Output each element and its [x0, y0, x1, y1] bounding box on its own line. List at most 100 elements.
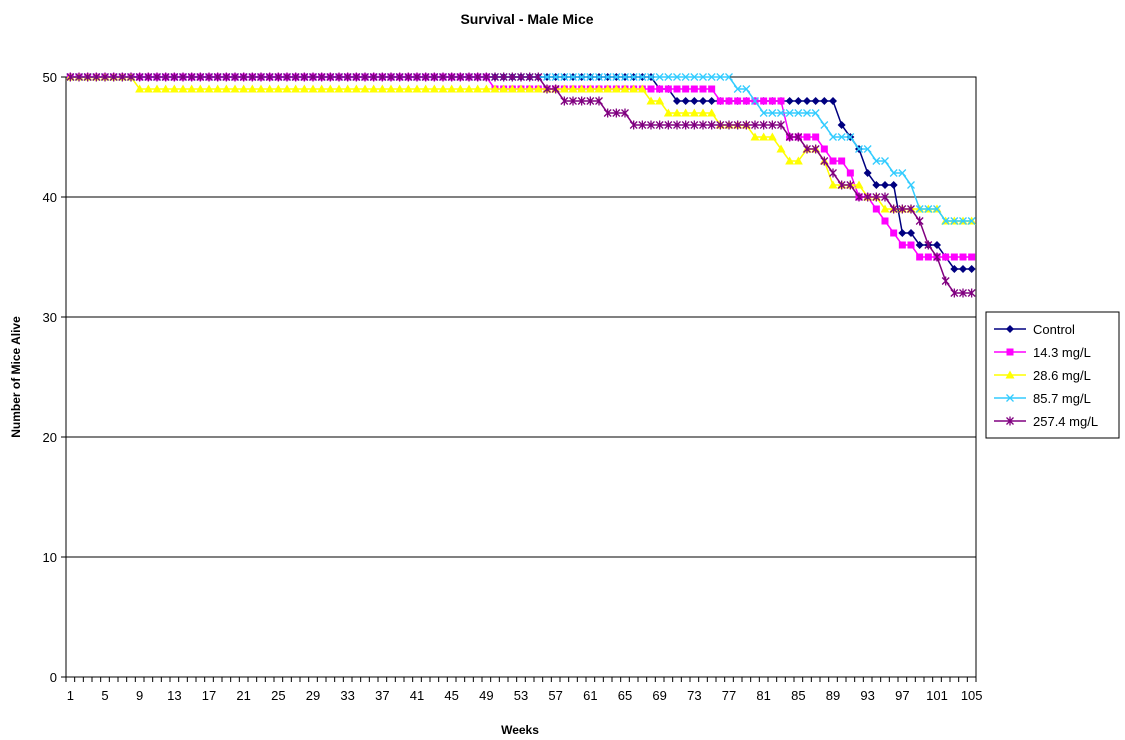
data-point [733, 120, 742, 130]
data-point [118, 72, 127, 82]
data-point [656, 85, 664, 93]
data-point [438, 84, 448, 93]
data-point [959, 253, 967, 261]
data-point [915, 241, 924, 249]
data-point [213, 84, 223, 93]
data-point [473, 72, 482, 82]
data-point [750, 132, 760, 141]
data-point [169, 84, 179, 93]
data-point [881, 157, 889, 165]
data-point [829, 168, 837, 178]
data-point [222, 72, 231, 82]
data-point [690, 73, 699, 81]
data-point [629, 120, 638, 130]
data-point [898, 204, 907, 214]
x-tick-label: 17 [202, 688, 216, 703]
data-point [551, 84, 560, 94]
data-point [127, 72, 135, 82]
data-point [464, 84, 474, 93]
data-point [638, 120, 647, 130]
data-point [751, 97, 759, 105]
data-point [343, 72, 352, 82]
data-point [673, 85, 681, 93]
x-tick-label: 85 [791, 688, 805, 703]
data-point [707, 108, 717, 117]
data-point [820, 97, 829, 105]
data-point [334, 84, 344, 93]
data-point [768, 109, 777, 117]
data-point [681, 73, 690, 81]
data-point [551, 73, 560, 81]
data-point [283, 72, 291, 82]
data-point [482, 72, 491, 82]
legend-marker [1005, 370, 1015, 379]
data-point [690, 97, 699, 105]
data-point [430, 72, 439, 82]
data-point [490, 84, 500, 93]
data-point [187, 72, 196, 82]
data-point [672, 108, 682, 117]
data-point [638, 73, 647, 81]
data-point [915, 205, 924, 213]
legend-entry: 257.4 mg/L [994, 414, 1098, 429]
x-tick-label: 101 [926, 688, 948, 703]
data-point [231, 72, 239, 82]
legend-box [985, 311, 1120, 439]
data-point [915, 216, 924, 226]
data-point [611, 84, 621, 93]
data-point [247, 84, 257, 93]
x-tick-label: 9 [136, 688, 143, 703]
x-tick-label: 61 [583, 688, 597, 703]
data-point [309, 72, 317, 82]
data-point [655, 73, 664, 81]
legend-label: 14.3 mg/L [1033, 345, 1091, 360]
x-tick-label: 53 [514, 688, 528, 703]
data-point [855, 192, 863, 202]
x-tick-label: 93 [860, 688, 874, 703]
data-point [395, 72, 404, 82]
data-point [967, 217, 976, 225]
data-point [777, 109, 785, 117]
data-point [794, 109, 803, 117]
data-point [950, 265, 959, 273]
y-tick-label: 20 [43, 430, 57, 445]
data-point [881, 181, 889, 189]
x-axis: 1 5 9 13 17 21 25 29 33 37 41 45 49 53 57 61 65 69 73 77 81 8… [65, 677, 983, 703]
data-point [681, 108, 691, 117]
data-point [829, 133, 837, 141]
data-point [767, 132, 777, 141]
data-point [855, 145, 863, 153]
series-group [65, 72, 977, 298]
legend-label: 85.7 mg/L [1033, 391, 1091, 406]
data-point [647, 73, 655, 81]
data-point [646, 96, 656, 105]
data-point [543, 84, 551, 94]
data-point [256, 84, 266, 93]
data-point [326, 72, 335, 82]
data-point [673, 97, 681, 105]
data-point [898, 169, 907, 177]
data-point [265, 84, 275, 93]
data-point [811, 97, 820, 105]
data-point [343, 84, 353, 93]
y-tick-label: 50 [43, 70, 57, 85]
data-point [872, 205, 880, 213]
data-point [317, 84, 327, 93]
data-point [143, 84, 153, 93]
data-point [664, 73, 673, 81]
data-point [907, 204, 915, 214]
data-point [760, 97, 768, 105]
data-point [352, 72, 361, 82]
data-point [655, 96, 665, 105]
data-point [699, 73, 707, 81]
data-point [525, 84, 535, 93]
data-point [516, 84, 526, 93]
data-point [829, 97, 837, 105]
x-tick-label: 105 [961, 688, 983, 703]
data-point [92, 72, 101, 82]
data-point [933, 241, 941, 249]
data-point [647, 120, 655, 130]
data-point [803, 109, 811, 117]
data-point [265, 72, 274, 82]
x-tick-label: 25 [271, 688, 285, 703]
